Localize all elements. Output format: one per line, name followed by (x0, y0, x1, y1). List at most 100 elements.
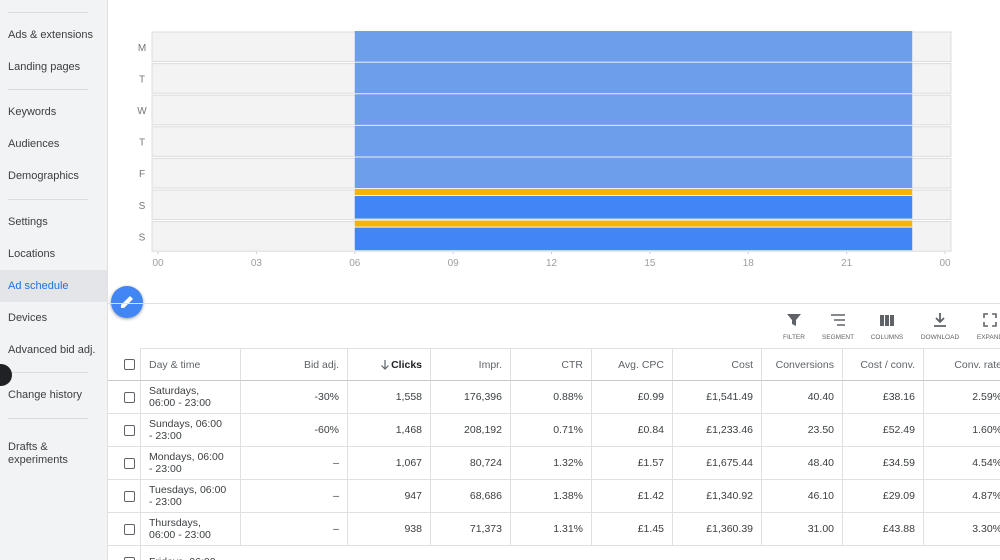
table-cell: 23.50 (761, 414, 842, 447)
table-cell: £29.09 (842, 480, 923, 513)
toolbar-label[interactable]: DOWNLOAD (920, 334, 960, 341)
row-checkbox[interactable] (124, 392, 135, 403)
column-header[interactable]: Day & time (140, 348, 240, 381)
nav-item[interactable]: Ads & extensions (8, 28, 93, 41)
collapse-handle[interactable] (0, 364, 12, 386)
table-cell: -60% (240, 414, 347, 447)
table-cell: £43.88 (842, 513, 923, 546)
toolbar-icon (880, 315, 894, 326)
table-cell: 1,067 (347, 447, 430, 480)
table-cell: £52.49 (842, 414, 923, 447)
table-cell: -30% (240, 381, 347, 414)
row-rule (108, 479, 140, 480)
separator (8, 418, 88, 419)
row-checkbox[interactable] (124, 524, 135, 535)
toolbar-label[interactable]: COLUMNS (870, 334, 904, 341)
row-rule (108, 413, 140, 414)
day-label: T (139, 74, 145, 85)
bid-adjustment (354, 189, 913, 195)
separator (8, 372, 88, 373)
row-rule (108, 446, 140, 447)
nav-item[interactable]: Landing pages (8, 60, 81, 73)
table-cell: £1,360.39 (672, 513, 761, 546)
nav-item[interactable]: Drafts & experiments (8, 441, 68, 466)
toolbar-label[interactable]: FILTER (783, 334, 805, 341)
column-header[interactable]: CTR (510, 348, 591, 381)
divider (108, 303, 1000, 304)
separator (8, 89, 88, 90)
row-checkbox[interactable] (124, 425, 135, 436)
pencil-icon (121, 296, 133, 308)
table-cell: 1,468 (347, 414, 430, 447)
day-label: S (139, 232, 146, 243)
schedule-bar (354, 196, 913, 219)
column-header[interactable]: Clicks (347, 348, 430, 381)
nav-item[interactable]: Devices (8, 311, 48, 324)
table-cell: 3.30% (923, 513, 1000, 546)
toolbar-icon (831, 314, 845, 326)
toolbar-icon (934, 313, 946, 327)
nav-item[interactable]: Change history (8, 388, 82, 401)
table-cell: 1,558 (347, 381, 430, 414)
sort-arrow (381, 360, 389, 370)
bid-adjustment (354, 220, 913, 227)
column-header[interactable]: Cost (672, 348, 761, 381)
toolbar-icon (787, 314, 801, 326)
table-cell: 31.00 (761, 513, 842, 546)
row-rule (108, 512, 140, 513)
edit-button[interactable] (111, 286, 143, 318)
row-checkbox[interactable] (124, 557, 135, 560)
column-header[interactable]: Bid adj. (240, 348, 347, 381)
schedule-bar (354, 94, 913, 125)
column-header[interactable]: Cost / conv. (842, 348, 923, 381)
column-header[interactable]: Avg. CPC (591, 348, 672, 381)
nav-item[interactable]: Settings (8, 215, 48, 228)
table-cell: – (240, 447, 347, 480)
table-cell: 1.31% (510, 513, 591, 546)
schedule-bar (354, 62, 913, 94)
x-tick-label: 15 (644, 258, 656, 269)
row-checkbox[interactable] (124, 491, 135, 502)
table-cell: 1.38% (510, 480, 591, 513)
table-cell: £1.45 (591, 513, 672, 546)
x-tick-label: 12 (546, 258, 558, 269)
separator (8, 199, 88, 200)
table-cell: 80,724 (430, 447, 510, 480)
schedule-bar (354, 31, 913, 62)
day-label: S (139, 201, 146, 212)
nav-item[interactable]: Audiences (8, 137, 60, 150)
nav-item[interactable]: Keywords (8, 105, 57, 118)
table-cell: 68,686 (430, 480, 510, 513)
table-cell: 46.10 (761, 480, 842, 513)
nav-item[interactable]: Advanced bid adj. (8, 343, 96, 356)
row-checkbox[interactable] (124, 458, 135, 469)
nav-item[interactable]: Ad schedule (0, 270, 107, 302)
x-tick-label: 00 (939, 258, 951, 269)
schedule-bar (354, 125, 913, 157)
x-tick-label: 00 (152, 258, 164, 269)
table-cell: £1,340.92 (672, 480, 761, 513)
day-time-cell: Saturdays, 06:00 - 23:00 (140, 381, 240, 414)
table-cell: 938 (347, 513, 430, 546)
x-tick-label: 18 (743, 258, 755, 269)
day-label: T (139, 138, 145, 149)
table-cell: £0.99 (591, 381, 672, 414)
column-header[interactable]: Impr. (430, 348, 510, 381)
header-rule (108, 380, 140, 381)
table-cell: £1,675.44 (672, 447, 761, 480)
column-header[interactable]: Conversions (761, 348, 842, 381)
nav-item[interactable]: Locations (8, 247, 56, 260)
table-cell: – (240, 513, 347, 546)
x-tick-label: 03 (251, 258, 263, 269)
toolbar-label[interactable]: SEGMENT (821, 334, 855, 341)
table-cell: 0.71% (510, 414, 591, 447)
day-time-cell: Thursdays, 06:00 - 23:00 (140, 513, 240, 546)
x-tick-label: 06 (349, 258, 361, 269)
table-cell: 0.88% (510, 381, 591, 414)
table-cell: £0.84 (591, 414, 672, 447)
table-cell: 40.40 (761, 381, 842, 414)
nav-item[interactable]: Demographics (8, 169, 79, 182)
column-header[interactable]: Conv. rate (923, 348, 1000, 381)
